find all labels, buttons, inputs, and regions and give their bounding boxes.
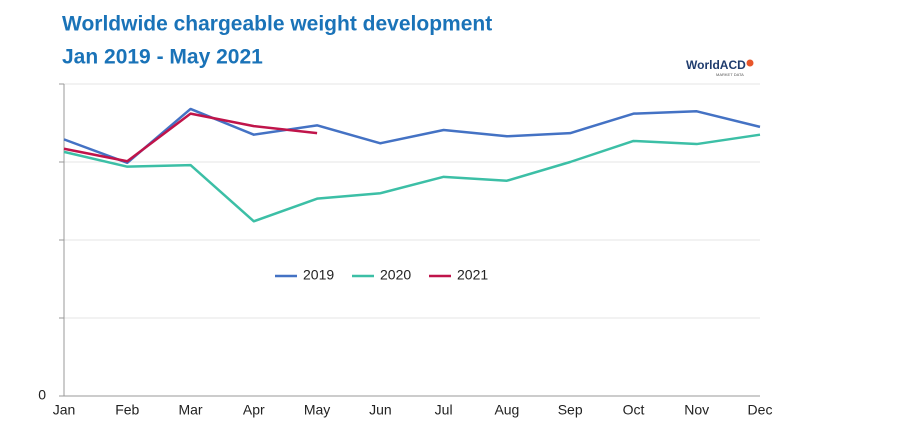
x-tick-label: Apr <box>243 402 265 418</box>
chart-subtitle: Jan 2019 - May 2021 <box>62 46 263 69</box>
chart-title: Worldwide chargeable weight development <box>62 13 492 36</box>
series-line <box>63 107 761 165</box>
x-tick-label: Dec <box>748 402 773 418</box>
series-line <box>63 112 318 163</box>
logo-icon <box>746 59 754 67</box>
x-tick-label: Feb <box>115 402 139 418</box>
series-line <box>63 133 761 223</box>
logo-subtitle: MARKET DATA <box>716 72 744 77</box>
legend-label: 2019 <box>303 267 334 283</box>
x-tick-label: Mar <box>178 402 202 418</box>
logo: WorldACD <box>686 58 746 72</box>
x-tick-label: Jul <box>435 402 453 418</box>
x-tick-label: Oct <box>623 402 645 418</box>
x-tick-label: Jan <box>53 402 76 418</box>
x-tick-label: Nov <box>684 402 709 418</box>
x-tick-label: May <box>304 402 330 418</box>
y-tick-label: 0 <box>38 387 46 403</box>
x-tick-label: Jun <box>369 402 392 418</box>
x-tick-label: Aug <box>494 402 519 418</box>
legend-label: 2021 <box>457 267 488 283</box>
legend-label: 2020 <box>380 267 411 283</box>
x-tick-label: Sep <box>558 402 583 418</box>
